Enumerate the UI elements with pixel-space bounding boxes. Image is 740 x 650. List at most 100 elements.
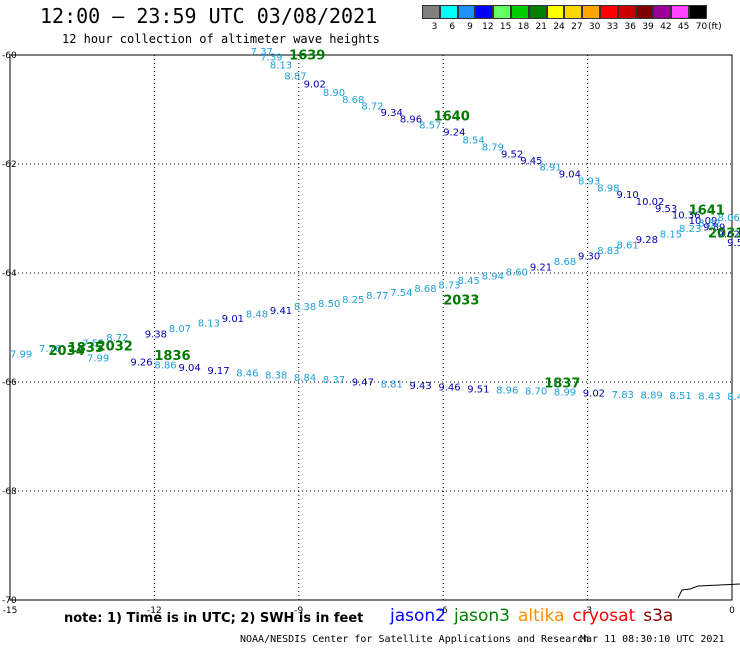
wave-height-label: 9.52 <box>501 149 523 160</box>
wave-height-label: 8.37 <box>323 375 345 386</box>
lat-tick-label: -70 <box>2 596 17 606</box>
pass-time-label: 1640 <box>434 109 470 124</box>
colorbar-labels: 3 6 9 12 15 18 21 24 27 30 33 36 39 42 45 70 (ft) <box>422 22 740 34</box>
wave-height-label: 8.84 <box>294 373 316 384</box>
satellite-legend-item: jason2 <box>390 606 446 626</box>
wave-height-label: 8.86 <box>154 360 176 371</box>
colorbar-swatch <box>422 5 440 19</box>
wave-height-label: 9.01 <box>222 314 244 325</box>
track: 7.99 9.26 8.86 9.04 9.17 8.46 8.38 8.84 8.37 9.47… <box>68 341 740 403</box>
wave-height-label: 8.79 <box>482 142 504 153</box>
wave-height-label: 8.50 <box>318 299 340 310</box>
wave-height-label: 9.47 <box>352 377 374 388</box>
wave-height-label: 9.46 <box>438 383 460 394</box>
wave-height-label: 8.70 <box>525 387 547 398</box>
pass-time-label: 1639 <box>289 48 325 63</box>
wave-height-label: 8.68 <box>414 284 436 295</box>
wave-height-label: 8.87 <box>284 72 306 83</box>
wave-height-label: 8.07 <box>169 324 191 335</box>
map-subtitle: 12 hour collection of altimeter wave hei… <box>62 32 380 46</box>
wave-height-label: 8.45 <box>458 276 480 287</box>
lon-tick-label: -3 <box>583 606 592 616</box>
wave-height-label: 9.53 <box>655 204 677 215</box>
satellite-legend: jason2 jason3 altika cryosat s3a <box>390 606 681 626</box>
wave-height-label: 8.61 <box>616 240 638 251</box>
wave-height-label: 8.99 <box>554 388 576 399</box>
coastline <box>677 583 740 599</box>
map-title: 12:00 – 23:59 UTC 03/08/2021 <box>40 4 378 28</box>
wave-height-label: 8.43 <box>698 391 720 402</box>
wave-height-label: 8.91 <box>539 163 561 174</box>
wave-height-label: 8.72 <box>361 102 383 113</box>
colorbar-label: 15 <box>499 22 512 32</box>
wave-height-label: 8.51 <box>669 391 691 402</box>
wave-height-label: 8.54 <box>462 135 484 146</box>
colorbar-swatch <box>635 5 654 19</box>
wave-height-label: 9.02 <box>583 389 605 400</box>
credit-line: NOAA/NESDIS Center for Satellite Applica… <box>240 634 590 645</box>
lat-tick-label: -60 <box>2 51 17 61</box>
lon-tick-label: 0 <box>729 606 735 616</box>
wave-height-label: 8.81 <box>381 379 403 390</box>
colorbar-unit: (ft) <box>708 22 722 32</box>
wave-height-label: 8.96 <box>496 385 518 396</box>
colorbar-swatch <box>653 5 672 19</box>
wave-height-label: 8.13 <box>198 318 220 329</box>
lon-tick-label: -12 <box>147 606 162 616</box>
wave-height-label: 10.09 <box>689 216 718 227</box>
colorbar-swatch <box>457 5 476 19</box>
colorbar-label: 39 <box>642 22 654 32</box>
wave-height-label: 8.98 <box>597 183 619 194</box>
generation-timestamp: Mar 11 08:30:10 UTC 2021 <box>580 634 725 645</box>
satellite-legend-item: altika <box>518 606 565 626</box>
wave-height-label: 9.04 <box>178 363 200 374</box>
wave-height-label: 8.42 <box>727 392 740 403</box>
colorbar-label: 36 <box>624 22 636 32</box>
pass-time-label: 1835 <box>68 341 104 356</box>
pass-time-label: 2031 <box>708 227 740 242</box>
satellite-legend-item: s3a <box>643 606 674 626</box>
wave-height-label: 8.25 <box>342 295 364 306</box>
wave-height-colorbar <box>422 5 707 21</box>
wave-height-label: 8.82 <box>698 219 720 230</box>
wave-height-label: 7.83 <box>612 390 634 401</box>
colorbar-swatch <box>688 5 707 19</box>
wave-height-label: 8.38 <box>265 371 287 382</box>
wave-height-label: 9.41 <box>270 306 292 317</box>
colorbar-swatch <box>546 5 565 19</box>
map-grid <box>9 54 733 601</box>
wave-height-label: 9.10 <box>616 190 638 201</box>
colorbar-swatch <box>510 5 529 19</box>
colorbar-label: 42 <box>660 22 672 32</box>
map-frame <box>9 54 733 601</box>
wave-height-label: 9.62 <box>718 230 740 241</box>
colorbar-label: 33 <box>606 22 619 32</box>
wave-height-label: 9.04 <box>559 170 581 181</box>
colorbar-swatch <box>475 5 494 19</box>
pass-time-label: 1641 <box>689 204 725 219</box>
wave-height-label: 8.77 <box>366 291 388 302</box>
wave-height-label: 9.28 <box>636 235 658 246</box>
track: 7.377.398.138.879.028.908.688.729.348.96… <box>251 47 740 249</box>
lat-tick-label: -62 <box>2 160 17 170</box>
pass-time-label: 1837 <box>544 376 580 391</box>
colorbar-swatch <box>617 5 636 19</box>
wave-height-label: 9.34 <box>381 108 403 119</box>
satellite-legend-item: jason3 <box>454 606 510 626</box>
wave-height-label: 8.06 <box>718 213 740 224</box>
wave-height-label: 9.21 <box>530 262 552 273</box>
wave-height-label: 9.43 <box>410 381 432 392</box>
colorbar-swatch <box>528 5 547 19</box>
wave-height-label: 8.23 <box>679 224 701 235</box>
lon-tick-label: -9 <box>294 606 303 616</box>
lat-tick-label: -64 <box>2 269 17 279</box>
axis-ticks: -15 -12 -9 -6 -3 0 -60 -62 -64 -66 -68 -70 <box>2 51 735 616</box>
track: 7.99 7.76 7.55 8.72 9.38 8.07 8.13 9.01 8.48 9.41… <box>10 213 740 360</box>
wave-height-label: 9.38 <box>145 329 167 340</box>
wave-height-label: 9.51 <box>467 384 489 395</box>
wave-height-label: 9.26 <box>130 358 152 369</box>
colorbar-label: 21 <box>535 22 547 32</box>
wave-height-label: 7.99 <box>10 349 32 360</box>
colorbar-swatch <box>671 5 689 19</box>
